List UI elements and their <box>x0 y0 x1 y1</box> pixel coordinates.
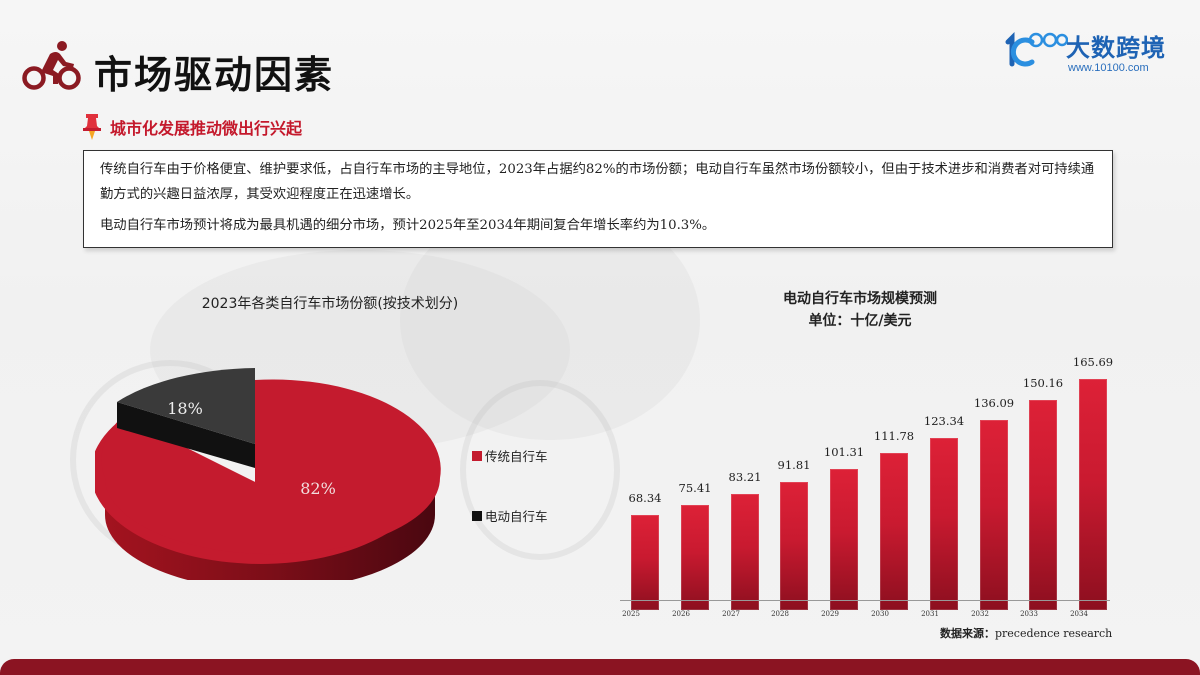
bar-value-label: 91.81 <box>777 458 811 472</box>
slide-header: 市场驱动因素 大数跨境 www.10100.com <box>0 0 1200 110</box>
x-tick-label: 2027 <box>722 610 740 618</box>
bar-chart: 68.34 75.41 83.21 91.81 101.31 111.78 12… <box>620 340 1113 610</box>
pie-chart-title: 2023年各类自行车市场份额(按技术划分) <box>201 296 459 312</box>
brand-url: www.10100.com <box>1068 62 1149 74</box>
x-tick-label: 2028 <box>771 610 789 618</box>
bar <box>830 469 858 610</box>
data-source-label: 数据来源： <box>940 627 995 640</box>
footer-bar <box>0 659 1200 675</box>
legend-item-traditional: 传统自行车 <box>472 446 548 465</box>
data-source-value: precedence research <box>995 627 1113 640</box>
bar-column: 75.41 <box>679 481 711 610</box>
page-title: 市场驱动因素 <box>94 53 335 97</box>
section-heading-text: 城市化发展推动微出行兴起 <box>110 119 303 138</box>
section-heading: 城市化发展推动微出行兴起 <box>82 113 302 141</box>
bar-column: 111.78 <box>874 429 914 610</box>
bar-column: 150.16 <box>1023 376 1063 610</box>
bar-column: 101.31 <box>824 445 864 610</box>
bar-value-label: 123.34 <box>923 414 965 428</box>
bar-column: 68.34 <box>629 491 661 610</box>
bar <box>880 453 908 610</box>
bar-column: 165.69 <box>1073 355 1113 610</box>
x-tick-label: 2034 <box>1070 610 1088 618</box>
bar <box>930 438 958 610</box>
x-tick-label: 2025 <box>622 610 640 618</box>
bar-column: 136.09 <box>974 396 1014 610</box>
data-source: 数据来源：precedence research <box>940 625 1112 641</box>
pie-label-electric: 18% <box>167 399 203 418</box>
bar <box>1079 379 1107 610</box>
bar <box>731 494 759 610</box>
legend-swatch-red <box>472 450 482 461</box>
cyclist-icon <box>22 41 81 90</box>
bar-chart-title: 电动自行车市场规模预测 单位：十亿/美元 <box>700 288 1020 332</box>
bar-value-label: 83.21 <box>728 470 762 484</box>
pie-label-traditional: 82% <box>300 479 336 498</box>
legend-label: 传统自行车 <box>485 449 548 464</box>
bar <box>681 505 709 610</box>
bar <box>631 515 659 610</box>
pie-chart: 18% 82% <box>95 368 441 580</box>
x-tick-label: 2033 <box>1020 610 1038 618</box>
10100-logo-icon <box>1005 31 1068 67</box>
legend-item-electric: 电动自行车 <box>472 506 548 525</box>
bar-value-label: 165.69 <box>1072 355 1114 369</box>
bar-value-label: 68.34 <box>628 491 662 505</box>
x-tick-label: 2026 <box>672 610 690 618</box>
bar <box>980 420 1008 610</box>
bar <box>1029 400 1057 610</box>
summary-paragraph-2: 电动自行车市场预计将成为最具机遇的细分市场，预计2025年至2034年期间复合年… <box>100 218 716 233</box>
summary-paragraph-1: 传统自行车由于价格便宜、维护要求低，占自行车市场的主导地位，2023年占据约82… <box>100 162 1095 202</box>
x-tick-label: 2032 <box>971 610 989 618</box>
bar-column: 123.34 <box>924 414 964 610</box>
bar-chart-title-text: 电动自行车市场规模预测 <box>783 291 937 307</box>
bar-chart-unit: 单位：十亿/美元 <box>808 313 912 329</box>
bar-column: 91.81 <box>778 458 810 610</box>
bar-value-label: 101.31 <box>823 445 865 459</box>
pushpin-icon <box>83 114 101 140</box>
brand-logo: 大数跨境 www.10100.com <box>1002 26 1192 80</box>
brand-name: 大数跨境 <box>1066 34 1166 62</box>
legend-swatch-black <box>472 510 482 521</box>
x-tick-label: 2029 <box>821 610 839 618</box>
bar-value-label: 111.78 <box>873 429 915 443</box>
bar-value-label: 150.16 <box>1022 376 1064 390</box>
x-axis-line <box>620 600 1110 601</box>
bar-value-label: 136.09 <box>973 396 1015 410</box>
x-tick-label: 2030 <box>871 610 889 618</box>
summary-textbox: 传统自行车由于价格便宜、维护要求低，占自行车市场的主导地位，2023年占据约82… <box>83 150 1113 248</box>
x-tick-label: 2031 <box>921 610 939 618</box>
bar-column: 83.21 <box>729 470 761 610</box>
bar-value-label: 75.41 <box>678 481 712 495</box>
bar <box>780 482 808 610</box>
legend-label: 电动自行车 <box>485 509 548 524</box>
